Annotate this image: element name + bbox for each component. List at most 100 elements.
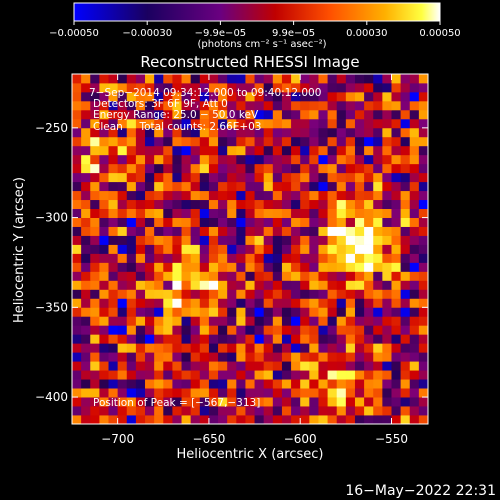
heatmap-cell (391, 154, 402, 165)
heatmap-cell (172, 199, 182, 210)
heatmap-cell (227, 91, 237, 102)
heatmap-cell (272, 334, 283, 344)
heatmap-cell (327, 217, 338, 227)
heatmap-cell (181, 352, 192, 362)
heatmap-cell (327, 388, 338, 398)
heatmap-cell (117, 217, 128, 227)
heatmap-cell (135, 74, 146, 84)
heatmap-cell (291, 271, 301, 281)
heatmap-cell (291, 154, 301, 165)
heatmap-cell (99, 163, 109, 174)
heatmap-cell (391, 244, 402, 254)
heatmap-cell (254, 163, 265, 174)
heatmap-cell (199, 100, 210, 111)
heatmap-cell (208, 109, 219, 120)
heatmap-cell (373, 406, 383, 416)
heatmap-cell (345, 415, 356, 424)
heatmap-cell (154, 163, 164, 174)
heatmap-cell (345, 316, 356, 326)
heatmap-cell (391, 253, 402, 263)
heatmap-cell (309, 136, 319, 147)
heatmap-cell (108, 280, 119, 290)
heatmap-cell (281, 379, 292, 389)
heatmap-cell (291, 118, 301, 129)
heatmap-cell (145, 271, 155, 281)
annotation-detectors: Detectors: 3F 6F 9F, Att 0 (93, 98, 228, 110)
heatmap-cell (145, 307, 155, 317)
heatmap-cell (373, 136, 383, 147)
heatmap-cell (99, 361, 109, 371)
heatmap-cell (227, 163, 237, 174)
heatmap-cell (272, 226, 283, 236)
heatmap-cell (281, 244, 292, 254)
heatmap-cell (400, 397, 411, 407)
heatmap-cell (72, 181, 82, 192)
heatmap-cell (409, 91, 420, 102)
heatmap-cell (199, 118, 210, 129)
heatmap-cell (263, 190, 274, 201)
heatmap-cell (336, 226, 347, 236)
heatmap-cell (190, 388, 201, 398)
heatmap-cell (208, 154, 219, 165)
heatmap-cell (218, 127, 228, 138)
heatmap-cell (181, 262, 192, 272)
heatmap-cell (81, 397, 91, 407)
heatmap-cell (218, 397, 228, 407)
heatmap-cell (254, 325, 265, 335)
heatmap-cell (126, 415, 137, 424)
heatmap-cell (218, 289, 228, 299)
heatmap-cell (227, 226, 237, 236)
heatmap-cell (190, 262, 201, 272)
heatmap-cell (208, 181, 219, 192)
heatmap-cell (208, 316, 219, 326)
heatmap-cell (154, 199, 164, 210)
heatmap-cell (382, 271, 392, 281)
heatmap-cell (163, 226, 173, 236)
heatmap-cell (418, 109, 428, 120)
heatmap-cell (172, 181, 182, 192)
heatmap-cell (309, 154, 319, 165)
heatmap-cell (373, 127, 383, 138)
heatmap-cell (218, 100, 228, 111)
heatmap-cell (373, 361, 383, 371)
heatmap-cell (245, 190, 255, 201)
heatmap-cell (391, 334, 402, 344)
heatmap-cell (81, 154, 91, 165)
heatmap-cell (190, 235, 201, 245)
heatmap-cell (218, 163, 228, 174)
heatmap-cell (400, 370, 411, 380)
heatmap-cell (300, 244, 310, 254)
heatmap-cell (391, 118, 402, 129)
heatmap-cell (382, 352, 392, 362)
heatmap-cell (345, 235, 356, 245)
heatmap-cell (117, 226, 128, 236)
heatmap-cell (90, 343, 100, 353)
heatmap-cell (208, 298, 219, 308)
heatmap-cell (364, 280, 374, 290)
heatmap-cell (99, 235, 109, 245)
heatmap-cell (373, 334, 383, 344)
heatmap-cell (172, 289, 182, 299)
heatmap-cell (135, 388, 146, 398)
heatmap-cell (373, 280, 383, 290)
heatmap-cell (309, 172, 319, 183)
heatmap-cell (181, 406, 192, 416)
heatmap-cell (336, 298, 347, 308)
heatmap-cell (354, 109, 365, 120)
heatmap-cell (327, 325, 338, 335)
heatmap-cell (208, 145, 219, 156)
heatmap-cell (135, 208, 146, 218)
heatmap-cell (99, 100, 109, 111)
heatmap-cell (281, 199, 292, 210)
heatmap-cell (236, 172, 246, 183)
heatmap-cell (218, 307, 228, 317)
heatmap-cell (163, 334, 173, 344)
heatmap-cell (236, 325, 246, 335)
heatmap-cell (199, 253, 210, 263)
heatmap-cell (245, 91, 255, 102)
heatmap-cell (172, 208, 182, 218)
heatmap-cell (281, 181, 292, 192)
heatmap-cell (364, 379, 374, 389)
heatmap-cell (199, 235, 210, 245)
heatmap-cell (163, 82, 173, 93)
